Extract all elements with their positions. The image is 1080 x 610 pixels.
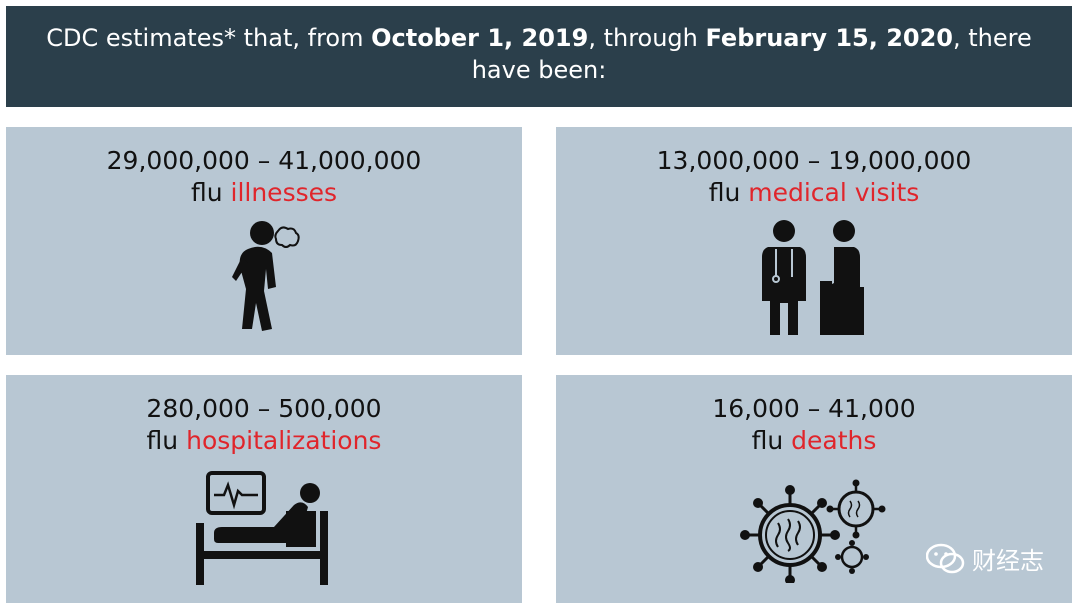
card-highlight: hospitalizations — [186, 426, 382, 455]
card-hospitalizations: 280,000 – 500,000 flu hospitalizations — [6, 375, 522, 603]
card-range: 29,000,000 – 41,000,000 — [106, 146, 422, 175]
card-range: 280,000 – 500,000 — [146, 394, 382, 423]
card-label: flu medical visits — [708, 178, 920, 207]
card-highlight: deaths — [791, 426, 877, 455]
header-date-end: February 15, 2020 — [705, 24, 954, 52]
header-suffix: , there have been: — [471, 24, 1032, 84]
wechat-icon — [926, 543, 965, 573]
card-highlight: illnesses — [230, 178, 338, 207]
header-middle: , through — [588, 24, 706, 52]
header-banner: CDC estimates* that, from October 1, 201… — [6, 6, 1072, 107]
card-label: flu hospitalizations — [146, 426, 382, 455]
card-illnesses: 29,000,000 – 41,000,000 flu illnesses — [6, 127, 522, 355]
card-range: 16,000 – 41,000 — [712, 394, 916, 423]
card-highlight: medical visits — [748, 178, 920, 207]
hospital-bed-icon — [196, 471, 328, 585]
watermark-text: 财经志 — [972, 547, 1044, 575]
header-prefix: CDC estimates* that, from — [46, 24, 372, 52]
card-deaths: 16,000 – 41,000 flu deaths — [556, 375, 1072, 603]
sick-person-icon — [232, 221, 300, 331]
card-label: flu deaths — [751, 426, 877, 455]
watermark: 财经志 — [926, 541, 1044, 576]
card-medical-visits: 13,000,000 – 19,000,000 flu medical visi… — [556, 127, 1072, 355]
card-label: flu illnesses — [190, 178, 338, 207]
virus-icon — [740, 479, 886, 583]
header-date-start: October 1, 2019 — [371, 24, 589, 52]
card-range: 13,000,000 – 19,000,000 — [656, 146, 972, 175]
doctor-patient-icon — [762, 220, 864, 335]
